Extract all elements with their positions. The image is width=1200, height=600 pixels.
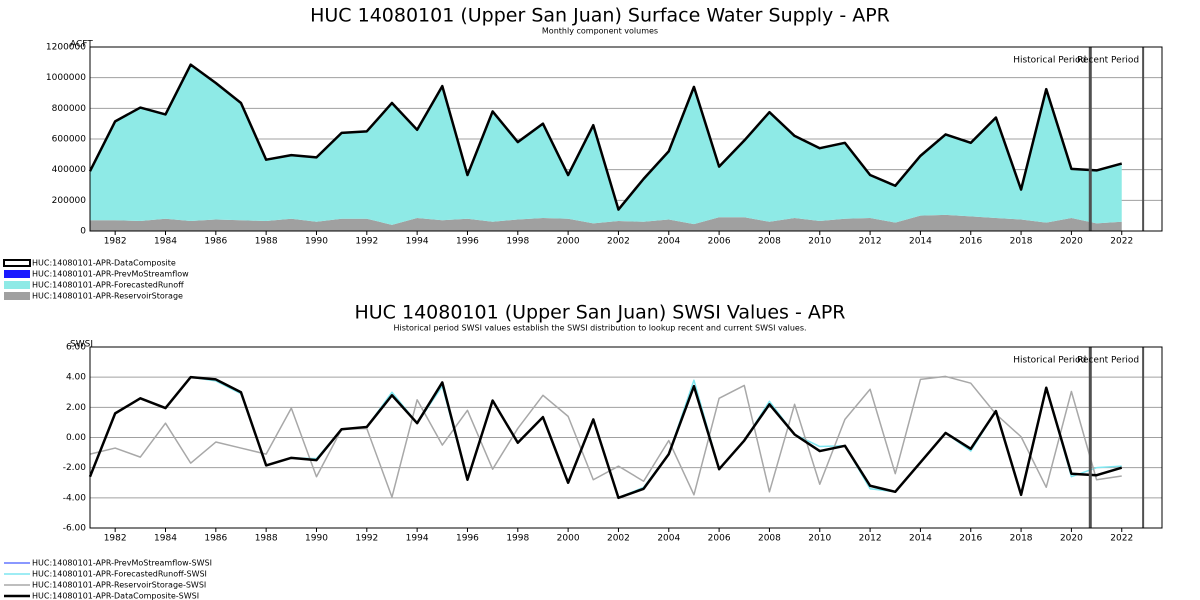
x-tick-label: 1986 xyxy=(204,534,227,544)
x-tick-label: 1996 xyxy=(456,237,479,247)
legend-swatch xyxy=(4,281,30,289)
y-tick-label: 1200000 xyxy=(46,43,86,53)
y-tick-label: 800000 xyxy=(52,104,87,114)
x-tick-label: 2014 xyxy=(909,534,932,544)
x-tick-label: 2000 xyxy=(557,534,580,544)
legend-swatch xyxy=(3,259,31,267)
period-label: Historical Period xyxy=(1013,356,1086,366)
x-tick-label: 1982 xyxy=(104,534,127,544)
legend-label: HUC:14080101-APR-DataComposite xyxy=(32,259,176,268)
x-tick-label: 2012 xyxy=(859,534,882,544)
chart-title: HUC 14080101 (Upper San Juan) Surface Wa… xyxy=(310,5,890,27)
x-tick-label: 2012 xyxy=(859,237,882,247)
x-tick-label: 1994 xyxy=(406,534,429,544)
legend-label: HUC:14080101-APR-ReservoirStorage-SWSI xyxy=(32,581,206,590)
y-tick-label: 0 xyxy=(80,227,86,237)
x-tick-label: 2022 xyxy=(1110,237,1133,247)
x-tick-label: 1982 xyxy=(104,237,127,247)
legend-swatch xyxy=(4,270,30,278)
plot-border xyxy=(89,346,1163,529)
y-tick-label: 4.00 xyxy=(66,373,86,383)
chart-title: HUC 14080101 (Upper San Juan) SWSI Value… xyxy=(354,302,845,324)
x-tick-label: 1998 xyxy=(506,237,529,247)
x-tick-label: 1996 xyxy=(456,534,479,544)
x-tick-label: 1992 xyxy=(355,237,378,247)
x-tick-label: 2002 xyxy=(607,237,630,247)
x-tick-label: 2006 xyxy=(708,534,731,544)
y-tick-label: 400000 xyxy=(52,165,87,175)
chart-subtitle: Monthly component volumes xyxy=(542,27,658,36)
x-tick-label: 2016 xyxy=(959,534,982,544)
x-tick-label: 1990 xyxy=(305,237,328,247)
x-tick-label: 2008 xyxy=(758,534,781,544)
x-tick-label: 2016 xyxy=(959,237,982,247)
x-tick-label: 2004 xyxy=(657,534,680,544)
x-tick-label: 1986 xyxy=(204,237,227,247)
y-tick-label: 600000 xyxy=(52,135,87,145)
period-label: Recent Period xyxy=(1077,56,1139,66)
legend-label: HUC:14080101-APR-PrevMoStreamflow xyxy=(32,270,189,279)
x-tick-label: 2018 xyxy=(1010,534,1033,544)
x-tick-label: 1984 xyxy=(154,534,177,544)
y-tick-label: 6.00 xyxy=(66,343,86,353)
x-tick-label: 2000 xyxy=(557,237,580,247)
x-tick-label: 2002 xyxy=(607,534,630,544)
x-tick-label: 2018 xyxy=(1010,237,1033,247)
area xyxy=(90,214,1122,231)
y-tick-label: 2.00 xyxy=(66,403,86,413)
chart-subtitle: Historical period SWSI values establish … xyxy=(393,324,806,333)
x-tick-label: 1988 xyxy=(255,534,278,544)
line xyxy=(88,63,1123,211)
y-axis-label: SWSI xyxy=(70,340,93,350)
legend-swatch xyxy=(4,292,30,300)
y-tick-label: -4.00 xyxy=(63,493,87,503)
period-label: Recent Period xyxy=(1077,356,1139,366)
period-label: Historical Period xyxy=(1013,56,1086,66)
x-tick-label: 2020 xyxy=(1060,534,1083,544)
x-tick-label: 2006 xyxy=(708,237,731,247)
plot-border xyxy=(89,46,1163,232)
x-tick-label: 2022 xyxy=(1110,534,1133,544)
y-tick-label: 200000 xyxy=(52,196,87,206)
y-tick-label: -2.00 xyxy=(63,463,87,473)
legend-label: HUC:14080101-APR-DataComposite-SWSI xyxy=(32,592,199,600)
y-tick-label: 0.00 xyxy=(66,433,86,443)
y-axis-label: ACFT xyxy=(70,40,93,50)
legend-label: HUC:14080101-APR-ForecastedRunoff-SWSI xyxy=(32,570,207,579)
x-tick-label: 2008 xyxy=(758,237,781,247)
x-tick-label: 2020 xyxy=(1060,237,1083,247)
y-tick-label: -6.00 xyxy=(63,524,87,534)
area xyxy=(90,64,1122,225)
legend-label: HUC:14080101-APR-ForecastedRunoff xyxy=(32,281,184,290)
x-tick-label: 2010 xyxy=(808,237,831,247)
x-tick-label: 1988 xyxy=(255,237,278,247)
line xyxy=(88,375,1123,500)
y-tick-label: 1000000 xyxy=(46,73,86,83)
x-tick-label: 1998 xyxy=(506,534,529,544)
x-tick-label: 2004 xyxy=(657,237,680,247)
legend-label: HUC:14080101-APR-ReservoirStorage xyxy=(32,292,183,301)
x-tick-label: 1994 xyxy=(406,237,429,247)
x-tick-label: 2010 xyxy=(808,534,831,544)
x-tick-label: 1984 xyxy=(154,237,177,247)
x-tick-label: 1990 xyxy=(305,534,328,544)
legend-label: HUC:14080101-APR-PrevMoStreamflow-SWSI xyxy=(32,559,212,568)
x-tick-label: 2014 xyxy=(909,237,932,247)
x-tick-label: 1992 xyxy=(355,534,378,544)
